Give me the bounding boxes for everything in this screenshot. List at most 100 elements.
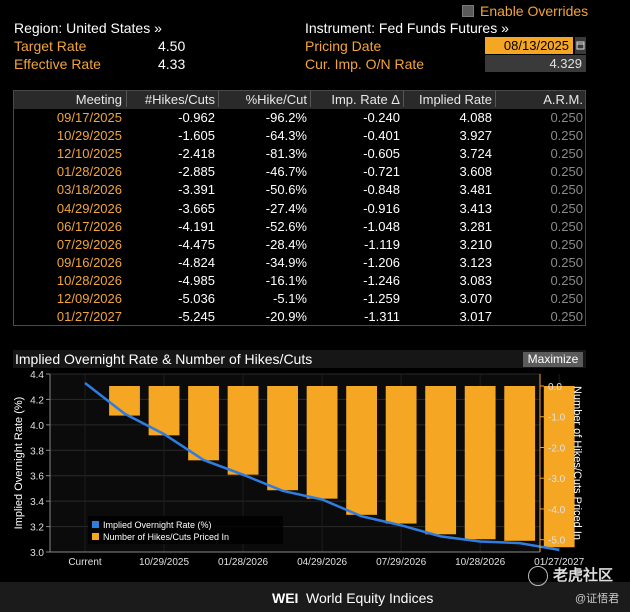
tiger-logo-icon	[528, 566, 548, 586]
bar	[464, 386, 496, 540]
column-header-arm[interactable]: A.R.M.	[543, 92, 583, 107]
cell-pct: -5.1%	[273, 291, 307, 306]
column-header-hikes[interactable]: #Hikes/Cuts	[144, 92, 215, 107]
left-tick-label: 4.4	[30, 370, 44, 381]
left-tick-label: 3.6	[30, 472, 44, 483]
cell-hikes: -3.391	[178, 182, 215, 198]
region-selector[interactable]: Region: United States »	[14, 20, 162, 36]
cell-arm: 0.250	[550, 200, 583, 216]
cell-delta: -1.259	[363, 291, 400, 306]
x-tick-label: 10/28/2026	[455, 557, 505, 568]
cell-arm: 0.250	[550, 218, 583, 234]
column-header-implied[interactable]: Implied Rate	[419, 92, 492, 107]
cur-imp-rate-input[interactable]: 4.329	[485, 55, 586, 72]
right-tick-label: 0.0	[548, 382, 562, 393]
cell-delta: -0.721	[363, 164, 400, 180]
x-tick-label: 10/29/2025	[139, 557, 189, 568]
bar	[504, 386, 536, 541]
right-tick-label: -1.0	[548, 413, 566, 424]
cell-arm: 0.250	[550, 272, 583, 288]
cell-pct: -96.2%	[265, 110, 307, 125]
bar	[148, 386, 180, 436]
cell-meeting: 09/16/2026	[56, 254, 122, 270]
cell-delta: -0.240	[363, 110, 400, 125]
cell-implied: 3.281	[459, 218, 492, 234]
column-header-meeting[interactable]: Meeting	[75, 92, 122, 107]
right-axis-title: Number of Hikes/Cuts Priced In	[571, 386, 583, 540]
cell-implied: 3.123	[459, 254, 492, 270]
maximize-button[interactable]: Maximize	[523, 352, 583, 367]
left-tick-label: 4.2	[30, 395, 44, 406]
bar	[543, 386, 575, 548]
cell-pct: -64.3%	[265, 128, 307, 144]
right-tick-label: -2.0	[548, 443, 566, 454]
cell-implied: 4.088	[459, 110, 492, 125]
cell-implied: 3.083	[459, 272, 492, 288]
legend-swatch-bar	[92, 533, 99, 540]
footer-function-name: World Equity Indices	[306, 590, 434, 606]
instrument-selector[interactable]: Instrument: Fed Funds Futures »	[305, 20, 509, 36]
cell-meeting: 12/10/2025	[56, 146, 122, 162]
cell-hikes: -4.475	[178, 236, 215, 252]
cell-pct: -46.7%	[265, 164, 307, 180]
cell-arm: 0.250	[550, 128, 583, 144]
pricing-date-input[interactable]: 08/13/2025	[485, 37, 573, 54]
bar	[267, 386, 298, 491]
cell-delta: -0.401	[363, 128, 400, 144]
column-header-delta[interactable]: Imp. Rate Δ	[331, 92, 400, 107]
cell-arm: 0.250	[550, 164, 583, 180]
target-rate-value: 4.50	[158, 38, 186, 54]
cell-implied: 3.608	[459, 164, 492, 180]
column-header-pct[interactable]: %Hike/Cut	[245, 92, 307, 107]
cell-meeting: 10/28/2026	[56, 272, 122, 288]
bar	[346, 386, 378, 515]
cell-meeting: 01/27/2027	[56, 309, 122, 325]
left-tick-label: 4.0	[30, 421, 44, 432]
cell-meeting: 03/18/2026	[56, 182, 122, 198]
cell-pct: -34.9%	[265, 254, 307, 270]
right-tick-label: -5.0	[548, 536, 566, 547]
cell-implied: 3.927	[459, 128, 492, 144]
cell-hikes: -1.605	[178, 128, 215, 144]
cell-hikes: -4.985	[178, 272, 215, 288]
cell-delta: -1.119	[364, 236, 400, 252]
left-tick-label: 3.0	[30, 548, 44, 559]
checkbox-icon[interactable]	[462, 5, 474, 17]
calendar-icon[interactable]	[575, 37, 586, 54]
cell-hikes: -3.665	[178, 200, 215, 216]
footer-bar: WEI World Equity Indices	[0, 582, 630, 612]
cell-meeting: 04/29/2026	[56, 200, 122, 216]
cell-delta: -0.848	[363, 182, 400, 198]
cell-arm: 0.250	[550, 182, 583, 198]
enable-overrides-toggle[interactable]: Enable Overrides	[462, 3, 588, 19]
cell-delta: -1.048	[363, 218, 400, 234]
rate-chart: 3.0 3.2 3.4 3.6 3.8 4.0 4.2 4.4 0.0 -1.0 -2.0 -3.0 -…	[13, 370, 585, 568]
cell-pct: -81.3%	[265, 146, 307, 162]
effective-rate-label: Effective Rate	[14, 56, 101, 72]
cell-hikes: -5.036	[178, 291, 215, 306]
cell-delta: -0.916	[363, 200, 400, 216]
cell-meeting: 06/17/2026	[56, 218, 122, 234]
cell-pct: -20.9%	[265, 309, 307, 325]
cell-hikes: -2.885	[178, 164, 215, 180]
bar	[188, 386, 219, 461]
watermark-handle: @证悟君	[575, 593, 620, 605]
legend-swatch-line	[92, 521, 99, 528]
cell-delta: -0.605	[363, 146, 400, 162]
cell-implied: 3.413	[459, 200, 492, 216]
cell-pct: -28.4%	[265, 236, 307, 252]
cell-arm: 0.250	[550, 309, 583, 325]
legend-label-bar: Number of Hikes/Cuts Priced In	[103, 532, 229, 542]
cell-arm: 0.250	[550, 291, 583, 306]
cell-arm: 0.250	[550, 236, 583, 252]
right-tick-label: -4.0	[548, 505, 566, 516]
cell-pct: -50.6%	[265, 182, 307, 198]
chart-title-bar	[13, 350, 586, 368]
x-tick-label: 04/29/2026	[297, 557, 347, 568]
meetings-table	[13, 90, 586, 326]
left-tick-label: 3.2	[30, 523, 44, 534]
cell-implied: 3.017	[459, 309, 492, 325]
cell-pct: -16.1%	[265, 272, 307, 288]
effective-rate-value: 4.33	[158, 56, 186, 72]
cell-implied: 3.210	[459, 236, 492, 252]
